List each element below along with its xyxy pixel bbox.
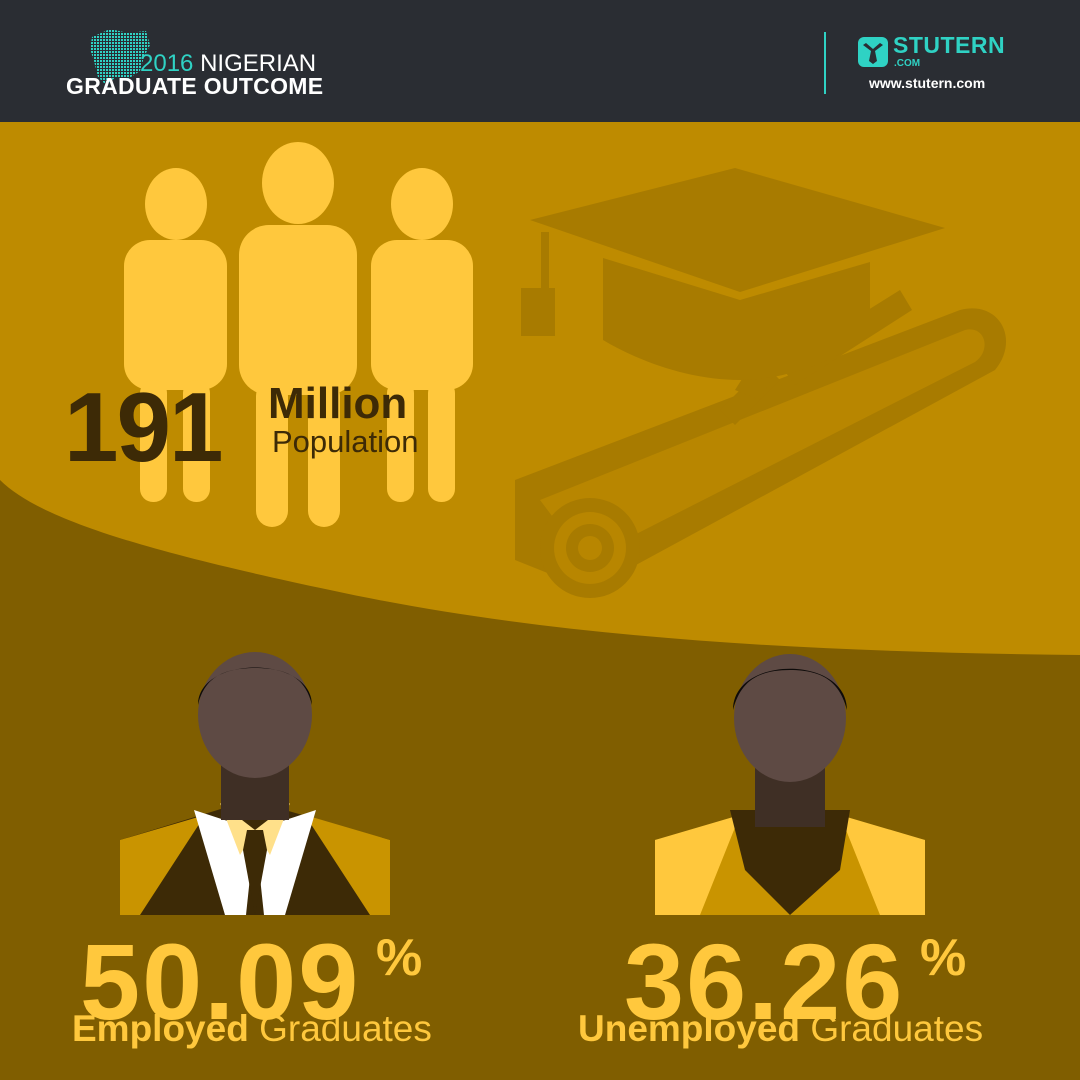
header-title-year: 2016 xyxy=(140,50,194,77)
unemployed-percent-sign: % xyxy=(920,929,967,987)
employed-label-rest: Graduates xyxy=(259,1008,432,1049)
unemployed-label: Unemployed Graduates xyxy=(578,1010,983,1047)
unemployed-value: 36.26 xyxy=(624,921,905,1042)
employed-label: Employed Graduates xyxy=(72,1010,432,1047)
brand-url: www.stutern.com xyxy=(869,75,986,91)
brand-name: STUTERN xyxy=(893,32,1006,58)
header-title-country: NIGERIAN xyxy=(200,50,317,77)
population-value: 191 xyxy=(64,372,224,482)
header-divider xyxy=(824,32,826,94)
header-title-line2: GRADUATE OUTCOME xyxy=(66,73,324,99)
stutern-logo-icon xyxy=(858,37,888,67)
unemployed-graduate-icon xyxy=(655,654,925,915)
unemployed-label-bold: Unemployed xyxy=(578,1008,801,1049)
employed-percent-sign: % xyxy=(376,929,423,987)
header-bar: 2016 NIGERIAN GRADUATE OUTCOME STUTERN .… xyxy=(0,0,1080,122)
employed-value: 50.09 xyxy=(80,921,361,1042)
people-group-icon xyxy=(124,142,473,527)
header-title-line1: 2016 NIGERIAN xyxy=(140,50,316,78)
employed-graduate-icon xyxy=(120,652,390,915)
graduation-cap-icon xyxy=(521,168,945,380)
nigeria-map-icon xyxy=(90,29,150,85)
employed-label-bold: Employed xyxy=(72,1008,249,1049)
population-label: Population xyxy=(272,424,419,459)
population-unit: Million xyxy=(268,379,408,428)
unemployed-label-rest: Graduates xyxy=(810,1008,984,1049)
brand-suffix: .COM xyxy=(894,58,921,69)
